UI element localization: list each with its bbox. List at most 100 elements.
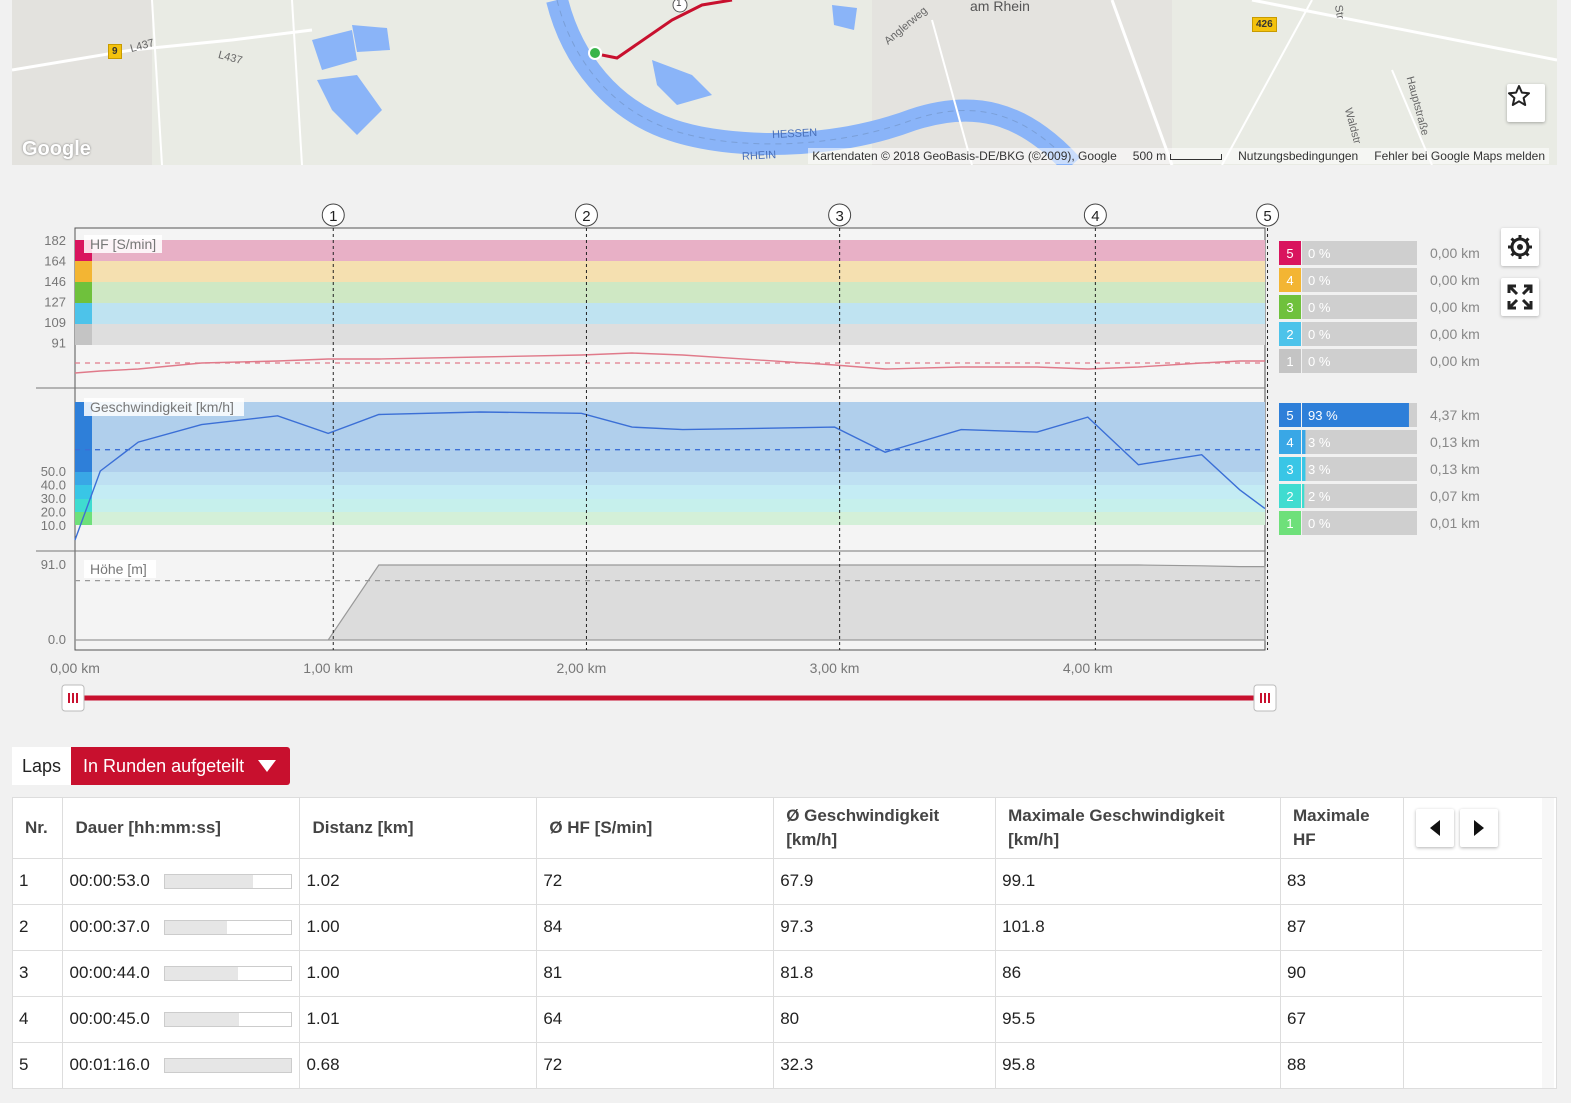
cell-empty	[1403, 858, 1544, 905]
cell-avg-speed: 97.3	[773, 904, 997, 951]
chart-settings-button[interactable]	[1501, 228, 1539, 266]
hr-tick-label: 164	[44, 254, 66, 269]
laps-mode-dropdown[interactable]: In Runden aufgeteilt	[71, 747, 291, 785]
hr-zone-swatch	[75, 303, 92, 324]
cell-avg-speed: 32.3	[773, 1042, 997, 1088]
cell-max-hr: 87	[1280, 904, 1404, 951]
speed-zone-swatch	[75, 472, 92, 485]
map[interactable]: am Rhein L437 L437 Anglerweg Hauptstraße…	[12, 0, 1557, 165]
cell-max-hr: 90	[1280, 950, 1404, 997]
cell-max-hr: 88	[1280, 1042, 1404, 1088]
duration-value: 00:00:44.0	[69, 963, 150, 982]
favorite-button[interactable]	[1507, 84, 1545, 122]
cell-nr: 2	[13, 904, 64, 951]
hr-panel-label: HF [S/min]	[90, 236, 156, 252]
cell-max-speed: 86	[995, 950, 1281, 997]
hr-zone-bar-bg	[1302, 268, 1417, 292]
map-report-link[interactable]: Fehler bei Google Maps melden	[1374, 149, 1545, 163]
hr-zone-number-bg	[1279, 241, 1301, 265]
star-icon	[1508, 85, 1530, 106]
hr-tick-label: 127	[44, 295, 66, 310]
speed-zone-band	[75, 485, 1265, 499]
speed-zone-km: 0,07 km	[1430, 488, 1480, 504]
table-row[interactable]: 3 00:00:44.0 1.00 81 81.8 86 90	[13, 950, 1544, 997]
activity-chart[interactable]: 1821641461271099150.040.030.020.010.091.…	[0, 195, 1571, 725]
table-row[interactable]: 5 00:01:16.0 0.68 72 32.3 95.8 88	[13, 1042, 1544, 1088]
speed-zone-bar-fill	[1302, 403, 1409, 427]
lap-marker-circle	[828, 203, 852, 227]
column-header-nav	[1403, 798, 1544, 859]
cell-avg-hr: 81	[536, 950, 775, 997]
cell-avg-speed: 80	[773, 996, 997, 1043]
map-scale: 500 m	[1133, 149, 1223, 163]
cell-nr: 4	[13, 996, 64, 1043]
table-row[interactable]: 2 00:00:37.0 1.00 84 97.3 101.8 87	[13, 904, 1544, 951]
cell-avg-speed: 81.8	[773, 950, 997, 997]
speed-zone-km: 0,01 km	[1430, 515, 1480, 531]
duration-bar-fill	[164, 874, 254, 888]
hr-zone-km: 0,00 km	[1430, 245, 1480, 261]
table-scrollbar[interactable]	[1542, 798, 1554, 1088]
speed-zone-bar-fill	[1302, 457, 1306, 481]
hr-zone-pct: 0 %	[1308, 246, 1331, 261]
hr-zone-band	[75, 324, 1265, 345]
speed-panel-label: Geschwindigkeit [km/h]	[90, 399, 234, 415]
x-tick-label: 2,00 km	[556, 660, 606, 676]
speed-zone-swatch	[75, 499, 92, 512]
table-row[interactable]: 4 00:00:45.0 1.01 64 80 95.5 67	[13, 996, 1544, 1043]
arrow-left-icon	[1429, 819, 1440, 836]
fullscreen-button[interactable]	[1501, 278, 1539, 316]
x-tick-label: 3,00 km	[810, 660, 860, 676]
speed-zone-band	[75, 472, 1265, 485]
speed-zone-number-bg	[1279, 511, 1301, 535]
hr-zone-km: 0,00 km	[1430, 326, 1480, 342]
elev-tick-label: 0.0	[48, 632, 66, 647]
map-terms-link[interactable]: Nutzungsbedingungen	[1238, 149, 1359, 163]
laps-tabs: Laps In Runden aufgeteilt	[12, 747, 291, 785]
cell-empty	[1403, 996, 1544, 1043]
x-tick-label: 0,00 km	[50, 660, 100, 676]
gear-icon	[1508, 235, 1532, 259]
panel-label-bg	[84, 398, 244, 416]
duration-bar-fill	[164, 1012, 240, 1026]
lap-marker-circle	[321, 203, 345, 227]
column-header-max-hr[interactable]: Maximale HF	[1280, 798, 1404, 859]
cell-empty	[1403, 1042, 1544, 1088]
hr-zone-band	[75, 261, 1265, 282]
column-header-distance[interactable]: Distanz [km]	[299, 798, 538, 859]
prev-columns-button[interactable]	[1415, 808, 1454, 847]
cell-duration: 00:01:16.0	[62, 1042, 301, 1088]
hr-zone-number-bg	[1279, 268, 1301, 292]
hr-zone-km: 0,00 km	[1430, 299, 1480, 315]
cell-duration: 00:00:37.0	[62, 904, 301, 951]
speed-zone-band	[75, 512, 1265, 525]
hr-zone-number-bg	[1279, 322, 1301, 346]
speed-zone-band	[75, 499, 1265, 512]
cell-distance: 0.68	[299, 1042, 538, 1088]
duration-bar-fill	[164, 920, 227, 934]
next-columns-button[interactable]	[1459, 808, 1498, 847]
speed-zone-km: 4,37 km	[1430, 407, 1480, 423]
hr-zone-pct: 0 %	[1308, 354, 1331, 369]
map-town-label: am Rhein	[970, 0, 1030, 14]
column-header-nr[interactable]: Nr.	[13, 798, 64, 859]
cell-duration: 00:00:45.0	[62, 996, 301, 1043]
cell-max-speed: 101.8	[995, 904, 1281, 951]
duration-bar	[163, 919, 292, 935]
column-header-duration[interactable]: Dauer [hh:mm:ss]	[62, 798, 301, 859]
speed-zone-bar-bg	[1302, 457, 1417, 481]
hr-tick-label: 91	[52, 336, 66, 351]
expand-icon	[1507, 284, 1533, 310]
cell-distance: 1.00	[299, 950, 538, 997]
map-footer: Kartendaten © 2018 GeoBasis-DE/BKG (©200…	[808, 148, 1549, 164]
column-header-avg-speed[interactable]: Ø Geschwindigkeit [km/h]	[773, 798, 997, 859]
speed-tick-label: 50.0	[41, 464, 66, 479]
speed-zone-bar-bg	[1302, 484, 1417, 508]
hr-zone-number: 2	[1286, 327, 1293, 342]
table-row[interactable]: 1 00:00:53.0 1.02 72 67.9 99.1 83	[13, 858, 1544, 905]
speed-tick-label: 10.0	[41, 518, 66, 533]
column-header-max-speed[interactable]: Maximale Geschwindigkeit [km/h]	[995, 798, 1281, 859]
column-header-avg-hr[interactable]: Ø HF [S/min]	[536, 798, 775, 859]
hr-zone-number: 5	[1286, 246, 1293, 261]
elev-panel-label: Höhe [m]	[90, 561, 147, 577]
